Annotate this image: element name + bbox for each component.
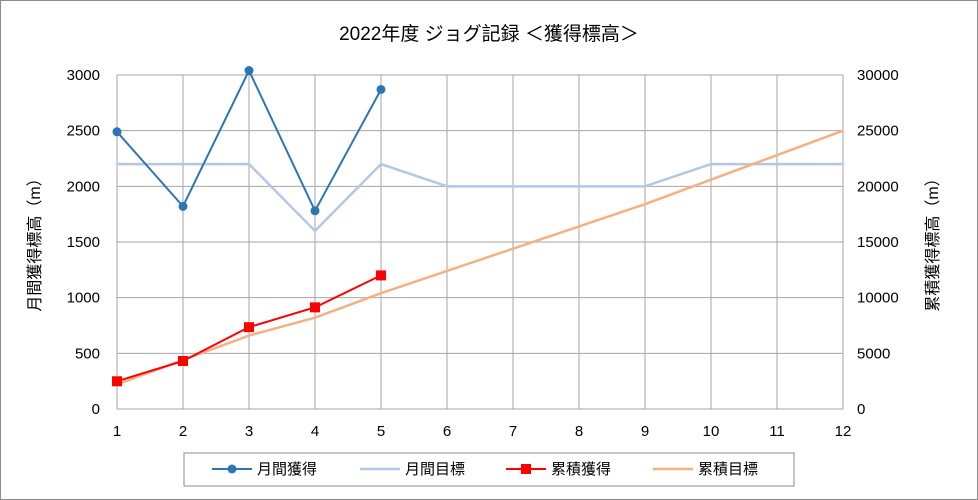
x-tick-label: 7 xyxy=(509,423,517,440)
x-tick-label: 11 xyxy=(769,423,785,440)
legend-marker xyxy=(227,464,237,474)
series-3 xyxy=(112,270,386,387)
x-tick-label: 6 xyxy=(443,423,451,440)
series-line xyxy=(117,162,843,233)
series-1 xyxy=(112,66,386,216)
x-tick-label: 9 xyxy=(641,423,649,440)
data-point xyxy=(310,302,320,313)
x-tick-label: 5 xyxy=(377,423,385,440)
x-tick-label: 1 xyxy=(113,423,121,440)
x-tick-label: 4 xyxy=(311,423,319,440)
legend-label: 月間獲得 xyxy=(257,461,317,478)
right-axis-ticks: 0 5000 10000 15000 20000 25000 30000 xyxy=(857,67,899,418)
legend-item: 月間目標 xyxy=(360,461,465,478)
series-4 xyxy=(116,129,844,386)
x-tick-label: 2 xyxy=(179,423,187,440)
left-tick-label: 2500 xyxy=(67,123,100,140)
legend-label: 月間目標 xyxy=(405,461,465,478)
right-tick-label: 30000 xyxy=(857,67,899,84)
left-axis-label: 月間獲得標高（m） xyxy=(26,170,44,311)
legend-item: 月間獲得 xyxy=(212,461,317,478)
data-point xyxy=(112,376,122,387)
right-tick-label: 20000 xyxy=(857,178,899,195)
left-axis-ticks: 0 500 1000 1500 2000 2500 3000 xyxy=(67,67,100,418)
left-tick-label: 3000 xyxy=(67,67,100,84)
right-axis-label: 累積獲得標高（m） xyxy=(924,170,942,311)
x-tick-label: 10 xyxy=(703,423,720,440)
legend-item: 累積目標 xyxy=(653,461,758,478)
legend-item: 累積獲得 xyxy=(506,461,611,478)
data-point xyxy=(376,270,386,281)
data-point xyxy=(244,322,254,333)
right-tick-label: 0 xyxy=(857,401,865,418)
data-point xyxy=(112,127,122,137)
x-tick-label: 3 xyxy=(245,423,253,440)
legend-label: 累積目標 xyxy=(698,461,758,478)
legend: 月間獲得 月間目標 累積獲得 累積目標 xyxy=(212,461,758,478)
data-point xyxy=(178,356,188,367)
x-tick-label: 12 xyxy=(835,423,852,440)
data-point xyxy=(310,206,320,216)
left-tick-label: 1500 xyxy=(67,234,100,251)
left-tick-label: 2000 xyxy=(67,178,100,195)
x-tick-label: 8 xyxy=(575,423,583,440)
legend-marker xyxy=(521,464,531,474)
chart-title: 2022年度 ジョグ記録 ＜獲得標高＞ xyxy=(339,23,639,45)
right-tick-label: 25000 xyxy=(857,123,899,140)
x-axis-ticks: 1 2 3 4 5 6 7 8 9 10 11 12 xyxy=(113,423,852,440)
data-point xyxy=(244,66,254,76)
gridlines xyxy=(116,74,844,410)
left-tick-label: 500 xyxy=(75,345,100,362)
data-point xyxy=(178,201,188,211)
series-line xyxy=(116,129,844,386)
right-tick-label: 15000 xyxy=(857,234,899,251)
right-tick-label: 5000 xyxy=(857,345,890,362)
right-tick-label: 10000 xyxy=(857,290,899,307)
left-tick-label: 0 xyxy=(92,401,100,418)
series-layer xyxy=(112,66,844,387)
left-tick-label: 1000 xyxy=(67,290,100,307)
series-2 xyxy=(117,162,843,233)
legend-label: 累積獲得 xyxy=(551,461,611,478)
data-point xyxy=(376,84,386,94)
